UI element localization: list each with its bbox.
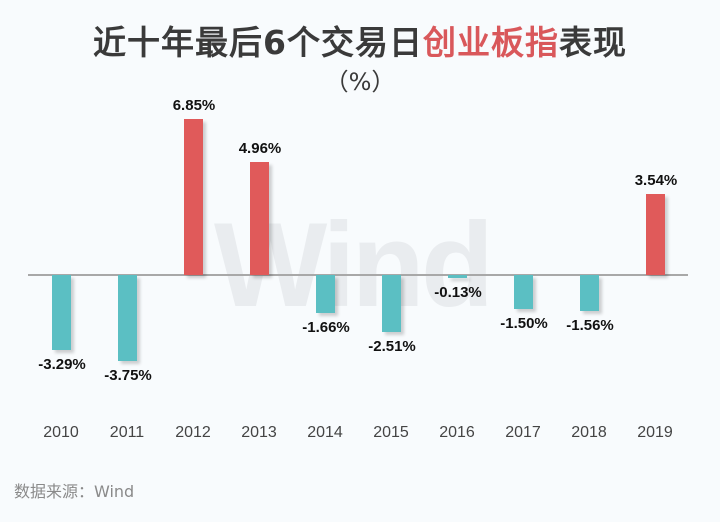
bar-2017 (513, 275, 533, 310)
bar-2019 (645, 194, 665, 275)
chart-title: 近十年最后6个交易日创业板指表现 (0, 16, 720, 64)
bar-2018 (579, 275, 599, 311)
data-source: 数据来源：Wind (14, 482, 135, 501)
value-label: -0.13% (434, 284, 482, 301)
value-label: 4.96% (238, 139, 282, 157)
value-label: -1.50% (500, 315, 548, 333)
title-part-highlight: 创业板指 (422, 23, 559, 62)
bar-2016 (447, 275, 467, 278)
bar-2012 (183, 118, 203, 275)
value-label: 6.85% (172, 96, 216, 114)
x-tick-label: 2010 (43, 424, 79, 441)
value-label: -1.66% (302, 318, 350, 336)
x-tick-label: 2011 (109, 424, 145, 441)
bar-2010 (51, 275, 71, 350)
x-tick-label: 2019 (637, 424, 673, 441)
chart-subtitle: （%） (324, 68, 396, 96)
zero-axis-line (28, 274, 688, 276)
bar-2013 (249, 161, 269, 275)
title-part-1: 近十年最后6个交易日 (93, 23, 423, 62)
bar-2011 (117, 275, 137, 361)
x-tick-label: 2013 (241, 424, 277, 441)
x-tick-label: 2018 (571, 424, 607, 441)
value-label: -3.29% (38, 356, 86, 373)
value-label: -2.51% (368, 338, 416, 356)
title-part-3: 表现 (558, 23, 627, 62)
value-label: -3.75% (104, 366, 152, 384)
x-tick-label: 2015 (373, 424, 409, 441)
bar-2014 (315, 275, 335, 313)
x-tick-label: 2012 (175, 424, 211, 441)
x-tick-label: 2016 (439, 424, 475, 441)
bar-2015 (381, 275, 401, 333)
x-tick-label: 2014 (307, 424, 343, 441)
value-label: -1.56% (566, 316, 614, 334)
x-tick-label: 2017 (505, 424, 541, 441)
value-label: 3.54% (634, 172, 678, 190)
